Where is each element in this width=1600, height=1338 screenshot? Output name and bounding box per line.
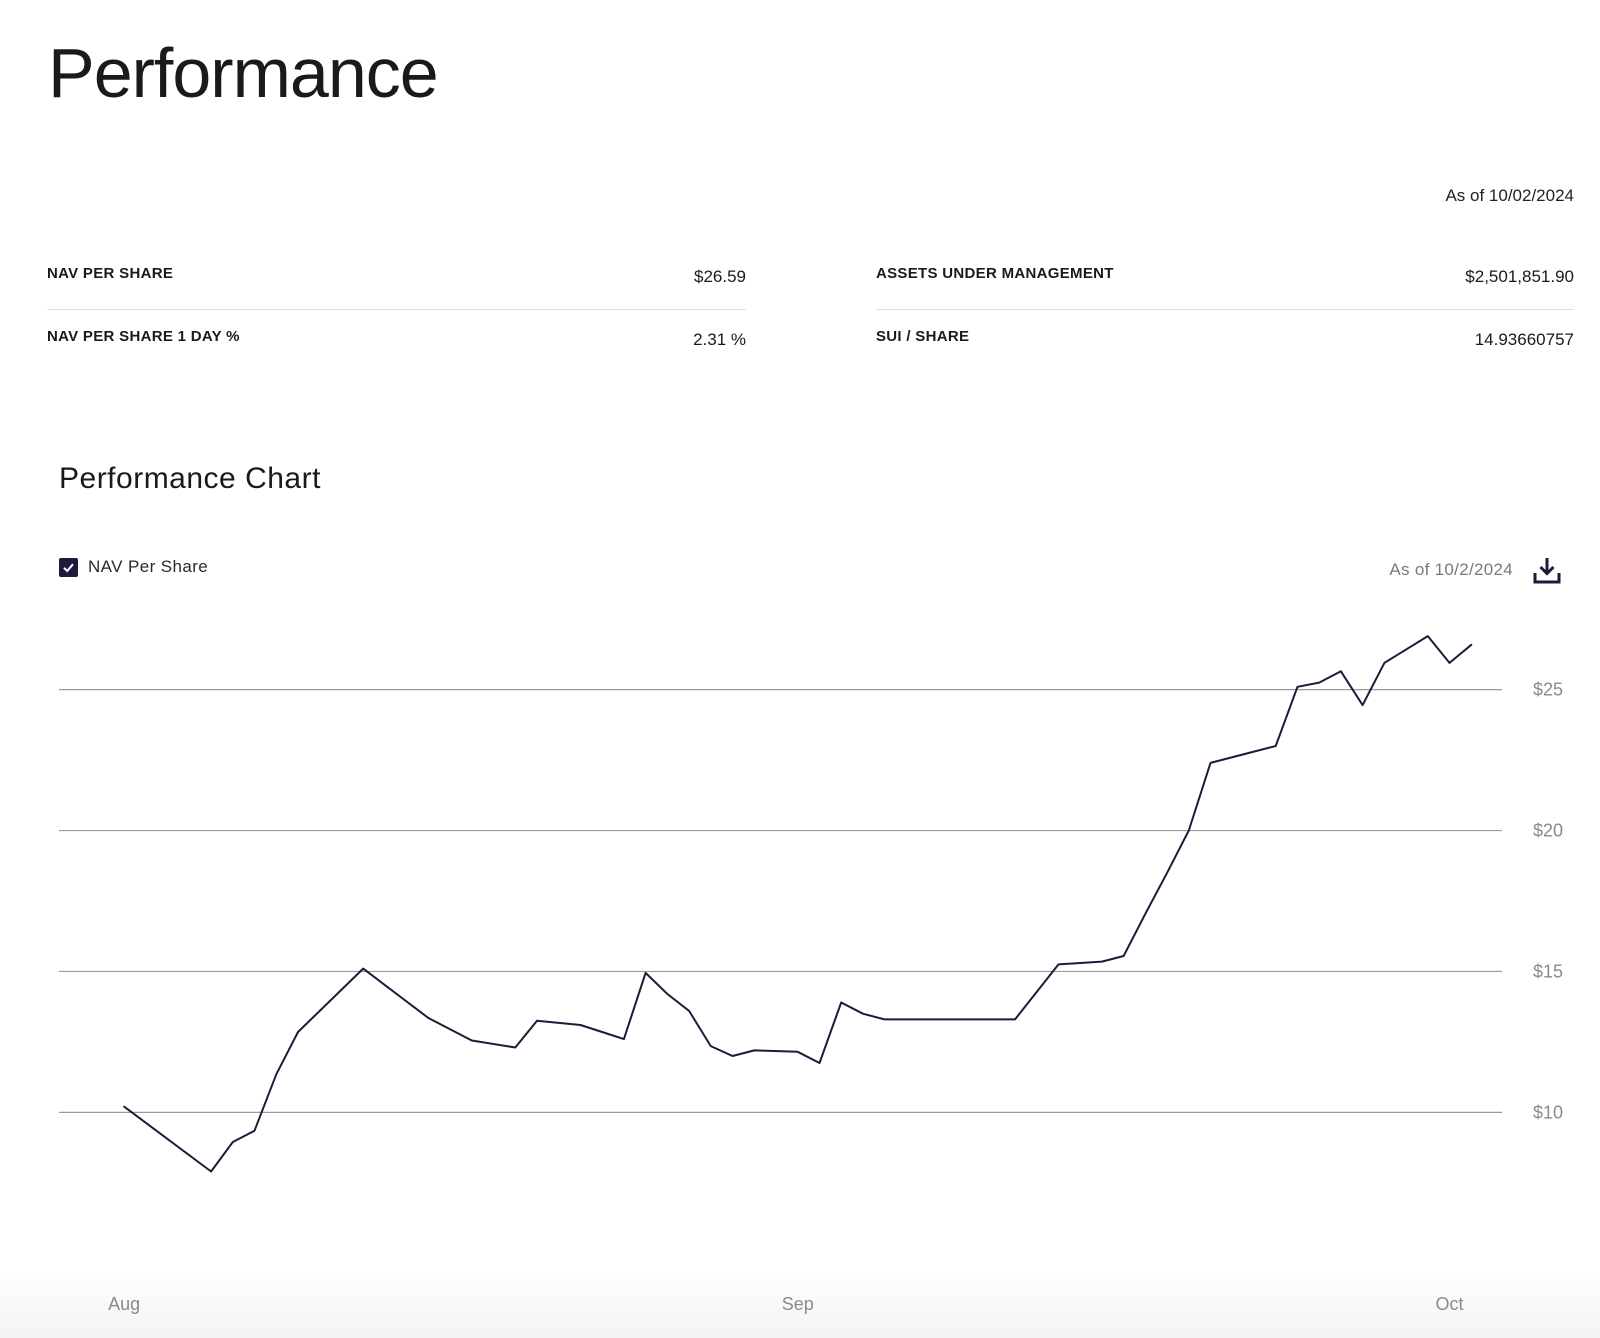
stats-panel: NAV PER SHARE $26.59 NAV PER SHARE 1 DAY… xyxy=(47,255,1574,365)
stat-value: 2.31 % xyxy=(693,330,746,349)
x-axis-band xyxy=(0,1270,1600,1338)
page-title: Performance xyxy=(48,34,439,112)
stat-value: 14.93660757 xyxy=(1474,330,1574,349)
stat-row-sui-share: SUI / SHARE 14.93660757 xyxy=(876,310,1574,370)
series-line-nav-per-share xyxy=(123,635,1473,1173)
stat-value: $2,501,851.90 xyxy=(1465,267,1574,286)
stat-label: ASSETS UNDER MANAGEMENT xyxy=(876,265,1114,282)
x-tick-label: Oct xyxy=(1436,1294,1464,1314)
stat-value: $26.59 xyxy=(694,267,746,286)
y-tick-label: $10 xyxy=(1533,1102,1563,1122)
stat-label: SUI / SHARE xyxy=(876,328,970,345)
stat-row-nav-per-share: NAV PER SHARE $26.59 xyxy=(47,255,746,310)
legend-label: NAV Per Share xyxy=(88,557,209,576)
x-tick-label: Aug xyxy=(108,1294,140,1314)
legend-toggle-nav-per-share[interactable]: NAV Per Share xyxy=(59,557,208,577)
y-tick-label: $20 xyxy=(1533,821,1563,841)
stats-column-left: NAV PER SHARE $26.59 NAV PER SHARE 1 DAY… xyxy=(47,255,746,370)
stat-row-nav-1day: NAV PER SHARE 1 DAY % 2.31 % xyxy=(47,310,746,370)
stat-row-aum: ASSETS UNDER MANAGEMENT $2,501,851.90 xyxy=(876,255,1574,310)
y-tick-label: $15 xyxy=(1533,961,1563,981)
stats-column-right: ASSETS UNDER MANAGEMENT $2,501,851.90 SU… xyxy=(876,255,1574,370)
chart-title: Performance Chart xyxy=(59,462,321,495)
x-tick-label: Sep xyxy=(782,1294,814,1314)
y-tick-label: $25 xyxy=(1533,680,1563,700)
checkbox-checked-icon[interactable] xyxy=(59,557,78,577)
download-icon xyxy=(1533,558,1561,584)
chart-as-of-date: As of 10/2/2024 xyxy=(1389,560,1513,579)
stat-label: NAV PER SHARE xyxy=(47,265,174,282)
as-of-date: As of 10/02/2024 xyxy=(1445,186,1574,205)
stat-label: NAV PER SHARE 1 DAY % xyxy=(47,328,240,345)
download-button[interactable] xyxy=(1532,556,1562,586)
